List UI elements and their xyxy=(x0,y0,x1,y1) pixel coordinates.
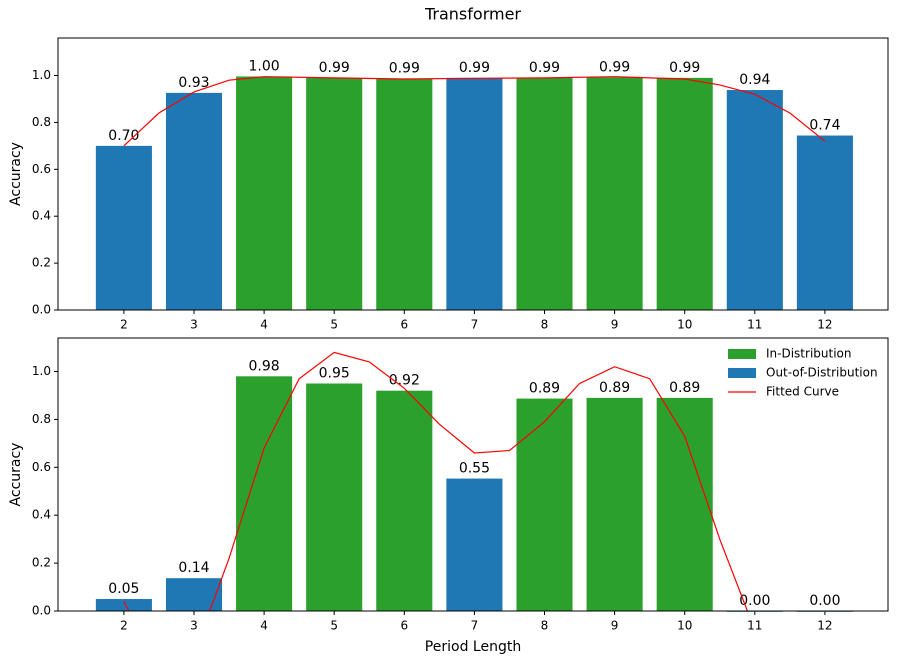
x-tick-label: 5 xyxy=(330,619,338,633)
legend-swatch xyxy=(728,349,756,359)
bar xyxy=(726,90,783,310)
fitted-curve xyxy=(123,76,826,147)
axes-frame xyxy=(57,37,889,311)
value-label: 0.74 xyxy=(809,118,840,134)
bar xyxy=(656,77,713,311)
value-label: 0.89 xyxy=(669,380,700,396)
x-axis-label: Period Length xyxy=(425,639,521,655)
x-tick-label: 4 xyxy=(260,619,268,633)
value-label: 0.99 xyxy=(459,60,490,76)
x-tick-label: 7 xyxy=(471,619,479,633)
legend-label: Fitted Curve xyxy=(766,385,839,399)
y-tick-label: 0.0 xyxy=(32,604,51,618)
value-label: 0.99 xyxy=(529,60,560,76)
y-tick-label: 1.0 xyxy=(32,68,51,82)
value-label: 0.00 xyxy=(739,593,770,609)
y-tick-label: 0.8 xyxy=(32,412,51,426)
legend-label: In-Distribution xyxy=(766,347,851,361)
value-label: 0.99 xyxy=(669,60,700,76)
axes-frame xyxy=(57,337,889,612)
value-label: 0.99 xyxy=(389,61,420,77)
bar xyxy=(95,599,152,611)
x-tick-label: 12 xyxy=(817,619,832,633)
bar xyxy=(95,145,152,310)
value-label: 0.55 xyxy=(459,461,490,477)
y-tick-label: 0.8 xyxy=(32,115,51,129)
x-tick-label: 4 xyxy=(260,318,268,332)
value-label: 0.99 xyxy=(319,60,350,76)
value-label: 0.89 xyxy=(529,381,560,397)
x-tick-label: 11 xyxy=(747,318,762,332)
x-tick-label: 9 xyxy=(611,619,619,633)
y-tick-label: 0.0 xyxy=(32,303,51,317)
value-label: 0.94 xyxy=(739,72,770,88)
bar xyxy=(516,398,573,611)
bar xyxy=(446,77,503,311)
x-tick-label: 5 xyxy=(330,318,338,332)
value-label: 1.00 xyxy=(249,58,280,74)
y-tick-label: 0.4 xyxy=(32,209,51,223)
bar xyxy=(796,135,853,310)
x-tick-label: 10 xyxy=(677,318,692,332)
x-tick-label: 8 xyxy=(541,619,549,633)
bar xyxy=(516,77,573,311)
y-tick-label: 0.2 xyxy=(32,256,51,270)
legend-label: Out-of-Distribution xyxy=(766,366,878,380)
value-label: 0.00 xyxy=(809,593,840,609)
x-tick-label: 6 xyxy=(400,318,408,332)
value-label: 0.14 xyxy=(178,560,209,576)
bar xyxy=(306,383,363,611)
value-label: 0.70 xyxy=(108,128,139,144)
x-tick-label: 11 xyxy=(747,619,762,633)
x-tick-label: 8 xyxy=(541,318,549,332)
y-tick-label: 1.0 xyxy=(32,364,51,378)
x-tick-label: 6 xyxy=(400,619,408,633)
y-tick-label: 0.2 xyxy=(32,556,51,570)
y-tick-label: 0.4 xyxy=(32,508,51,522)
x-tick-label: 10 xyxy=(677,619,692,633)
x-tick-label: 3 xyxy=(190,318,198,332)
y-tick-label: 0.6 xyxy=(32,162,51,176)
bar xyxy=(236,76,293,310)
bar xyxy=(376,390,433,611)
bar xyxy=(656,397,713,611)
x-tick-label: 12 xyxy=(817,318,832,332)
y-tick-label: 0.6 xyxy=(32,460,51,474)
value-label: 0.93 xyxy=(178,75,209,91)
bar xyxy=(586,397,643,611)
value-label: 0.95 xyxy=(319,366,350,382)
bar xyxy=(165,92,223,311)
bar xyxy=(306,77,363,311)
x-tick-label: 2 xyxy=(120,318,128,332)
value-label: 0.05 xyxy=(108,581,139,597)
legend-swatch xyxy=(728,368,756,378)
value-label: 0.92 xyxy=(389,373,420,389)
bar xyxy=(236,376,293,611)
value-label: 0.98 xyxy=(249,358,280,374)
x-tick-label: 3 xyxy=(190,619,198,633)
chart-title: Transformer xyxy=(424,5,521,24)
bar xyxy=(165,578,223,611)
value-label: 0.99 xyxy=(599,59,630,75)
y-axis-label: Accuracy xyxy=(8,443,24,507)
value-label: 0.89 xyxy=(599,380,630,396)
x-tick-label: 9 xyxy=(611,318,619,332)
bar xyxy=(376,78,433,310)
fitted-curve xyxy=(123,351,749,611)
bar xyxy=(446,478,503,611)
bar xyxy=(586,77,643,311)
x-tick-label: 2 xyxy=(120,619,128,633)
x-tick-label: 7 xyxy=(471,318,479,332)
y-axis-label: Accuracy xyxy=(8,142,24,206)
